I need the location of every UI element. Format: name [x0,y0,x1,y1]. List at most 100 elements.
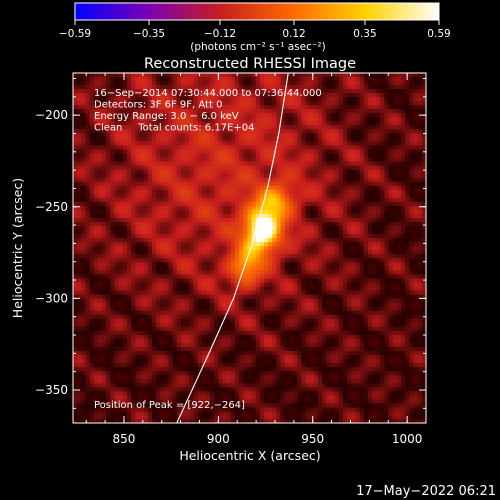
heatmap-cell [77,330,82,335]
heatmap-cell [81,136,87,142]
heatmap-cell [114,257,120,263]
heatmap-cell [81,229,87,235]
heatmap-cell [93,205,99,210]
heatmap-cell [89,165,95,170]
heatmap-cell [131,310,136,315]
heatmap-cell [147,326,153,331]
heatmap-cell [284,148,290,154]
heatmap-cell [93,132,99,138]
heatmap-cell [122,76,128,81]
heatmap-cell [193,338,199,343]
heatmap-cell [181,338,186,343]
heatmap-cell [122,390,128,396]
heatmap-cell [255,310,261,315]
heatmap-cell [280,136,286,142]
heatmap-cell [97,177,103,182]
heatmap-cell [164,88,170,93]
heatmap-cell [305,197,311,202]
heatmap-cell [168,76,174,81]
heatmap-cell [143,120,149,126]
heatmap-cell [164,148,170,154]
heatmap-cell [160,378,165,384]
heatmap-cell [297,322,303,327]
heatmap-cell [197,209,203,214]
heatmap-cell [168,410,174,416]
heatmap-cell [243,225,249,231]
heatmap-cell [243,241,249,247]
heatmap-cell [89,197,95,202]
heatmap-cell [139,298,145,303]
heatmap-cell [205,140,211,146]
heatmap-cell [147,330,153,335]
heatmap-cell [297,225,303,231]
heatmap-cell [106,285,111,291]
heatmap-cell [85,330,91,335]
heatmap-cell [301,358,307,364]
heatmap-cell [160,108,165,114]
heatmap-cell [272,197,278,202]
heatmap-cell [127,189,132,194]
heatmap-cell [197,290,203,295]
heatmap-cell [297,245,303,251]
heatmap-cell [156,346,161,351]
heatmap-cell [276,249,282,255]
heatmap-cell [164,350,170,355]
heatmap-cell [268,342,273,347]
heatmap-cell [122,269,128,275]
heatmap-cell [197,84,203,89]
heatmap-cell [110,136,116,142]
heatmap-cell [197,140,203,146]
heatmap-cell [114,88,120,93]
heatmap-cell [114,265,120,271]
heatmap-cell [114,181,120,186]
heatmap-cell [164,398,170,404]
heatmap-cell [77,221,82,226]
heatmap-cell [189,318,195,323]
heatmap-cell [85,237,91,243]
heatmap-cell [81,398,87,404]
heatmap-cell [143,358,149,364]
heatmap-cell [143,362,149,368]
heatmap-cell [81,402,87,408]
heatmap-cell [284,314,290,319]
heatmap-cell [176,290,182,295]
heatmap-cell [284,285,290,291]
heatmap-cell [218,302,224,307]
heatmap-cell [97,80,103,85]
heatmap-cell [297,136,303,142]
heatmap-cell [102,374,107,380]
heatmap-cell [268,76,273,81]
heatmap-cell [143,221,149,226]
heatmap-cell [164,290,170,295]
heatmap-cell [97,366,103,372]
heatmap-cell [289,374,294,380]
heatmap-cell [185,386,190,392]
heatmap-cell [259,72,265,77]
heatmap-cell [89,273,95,279]
heatmap-cell [293,261,298,267]
heatmap-cell [289,213,294,218]
heatmap-cell [255,189,261,194]
heatmap-cell [272,354,278,360]
heatmap-cell [77,104,82,110]
heatmap-cell [247,144,253,150]
heatmap-cell [102,338,107,343]
heatmap-cell [284,245,290,251]
heatmap-cell [77,290,82,295]
heatmap-cell [118,342,124,347]
heatmap-cell [280,165,286,170]
heatmap-cell [210,104,215,110]
heatmap-cell [214,128,219,134]
heatmap-cell [143,306,149,311]
heatmap-cell [276,419,282,424]
heatmap-cell [293,330,298,335]
heatmap-cell [176,354,182,360]
heatmap-cell [247,169,253,174]
heatmap-cell [201,334,207,339]
heatmap-cell [230,294,236,299]
heatmap-cell [193,410,199,416]
heatmap-cell [156,96,161,102]
heatmap-cell [131,156,136,162]
heatmap-cell [93,390,99,396]
heatmap-cell [172,390,178,396]
